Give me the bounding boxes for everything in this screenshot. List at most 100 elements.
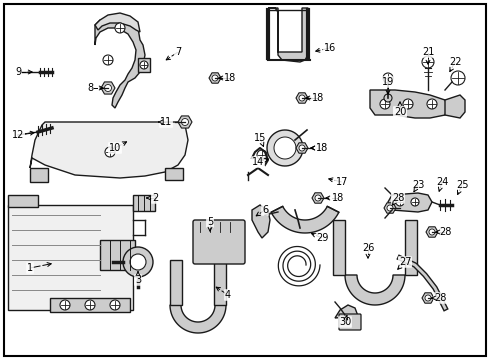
Circle shape [427,99,437,109]
Text: 8: 8 [87,83,93,93]
Text: 12: 12 [12,130,24,140]
Polygon shape [426,227,438,237]
Text: 14: 14 [252,157,264,167]
Bar [50,298,130,312]
Text: 2: 2 [152,193,158,203]
Polygon shape [170,305,226,333]
Circle shape [299,145,305,151]
Circle shape [212,75,218,81]
Polygon shape [209,73,221,83]
Text: 10: 10 [109,143,121,153]
Circle shape [425,295,431,301]
Polygon shape [271,206,339,233]
Text: 25: 25 [456,180,468,190]
Polygon shape [101,82,115,94]
Text: 17: 17 [336,177,348,187]
Text: 29: 29 [316,233,328,243]
Circle shape [396,198,404,206]
Circle shape [181,118,189,126]
Circle shape [387,205,393,211]
Text: 22: 22 [449,57,461,67]
Circle shape [60,300,70,310]
Bar [138,58,150,72]
Polygon shape [178,116,192,128]
Text: 15: 15 [254,133,266,143]
Text: 18: 18 [332,193,344,203]
Circle shape [384,94,392,102]
Circle shape [105,147,115,157]
Text: 24: 24 [436,177,448,187]
Polygon shape [296,143,308,153]
Text: 7: 7 [175,47,181,57]
Bar [133,195,155,211]
Circle shape [383,73,393,83]
FancyBboxPatch shape [339,314,361,330]
Circle shape [115,23,125,33]
Text: 28: 28 [439,227,451,237]
Polygon shape [384,203,396,213]
Circle shape [104,85,112,91]
Text: 1: 1 [27,263,33,273]
Polygon shape [95,13,140,32]
Circle shape [422,56,434,68]
Circle shape [123,247,153,277]
Circle shape [85,300,95,310]
Text: 21: 21 [422,47,434,57]
FancyBboxPatch shape [8,205,133,310]
Text: 6: 6 [262,205,268,215]
Polygon shape [268,8,308,62]
Polygon shape [345,275,405,305]
Polygon shape [388,193,432,212]
Circle shape [429,229,435,235]
Circle shape [103,55,113,65]
Bar [30,168,48,182]
Text: 28: 28 [434,293,446,303]
Circle shape [299,95,305,101]
Text: 13: 13 [316,143,328,153]
Polygon shape [445,95,465,118]
Circle shape [130,254,146,270]
Circle shape [380,99,390,109]
Polygon shape [170,260,182,305]
Text: 26: 26 [362,243,374,253]
Bar [100,240,135,270]
Polygon shape [422,293,434,303]
Text: 3: 3 [135,275,141,285]
Text: 30: 30 [339,317,351,327]
Polygon shape [30,122,188,178]
Circle shape [110,300,120,310]
Polygon shape [214,260,226,305]
FancyBboxPatch shape [193,220,245,264]
Text: 18: 18 [312,93,324,103]
Text: 20: 20 [394,107,406,117]
Polygon shape [370,90,448,118]
Polygon shape [252,205,270,238]
Text: 18: 18 [224,73,236,83]
Circle shape [315,195,321,201]
Text: 11: 11 [160,117,172,127]
Polygon shape [267,130,303,166]
Text: 5: 5 [207,217,213,227]
Text: 16: 16 [324,43,336,53]
Text: 9: 9 [15,67,21,77]
Circle shape [403,99,413,109]
Text: 4: 4 [225,290,231,300]
Text: 27: 27 [399,257,411,267]
Polygon shape [95,18,145,108]
Bar [8,195,38,207]
Circle shape [140,61,148,69]
Polygon shape [333,220,345,275]
Bar [165,168,183,180]
Polygon shape [296,93,308,103]
Polygon shape [274,137,296,159]
Circle shape [257,150,267,160]
Polygon shape [335,305,358,318]
Polygon shape [405,220,417,275]
Text: 19: 19 [382,77,394,87]
Text: 18: 18 [316,143,328,153]
Text: 23: 23 [412,180,424,190]
Polygon shape [312,193,324,203]
Circle shape [411,198,419,206]
Circle shape [451,71,465,85]
Text: 28: 28 [392,193,404,203]
